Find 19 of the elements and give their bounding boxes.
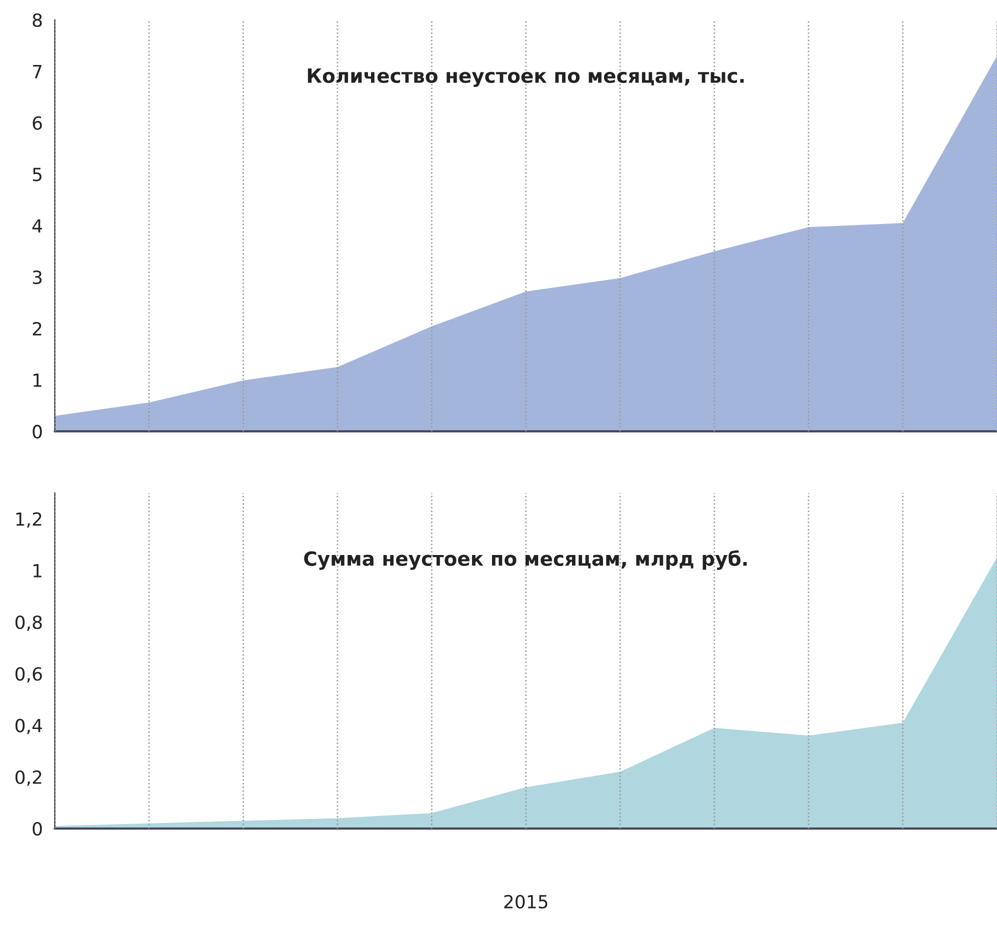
- y-tick-label: 4: [32, 219, 42, 232]
- y-tick-label: 0: [32, 822, 42, 836]
- y-tick-label: 5: [32, 168, 42, 182]
- y-tick-label: 3: [32, 270, 42, 284]
- y-tick-label: 2: [32, 322, 42, 336]
- y-tick-label: 0,8: [16, 615, 42, 631]
- y-tick-label: 0,2: [16, 770, 42, 786]
- y-tick-label: 0,4: [16, 718, 42, 734]
- text: Сумма неустоек по месяцам, млрд руб.: [304, 550, 747, 570]
- y-tick-label: 7: [33, 65, 42, 78]
- y-tick-label: 6: [32, 116, 42, 130]
- x-axis-title: 2015: [504, 894, 548, 908]
- y-tick-label: 0: [32, 424, 42, 438]
- text: Количество неустоек по месяцам, тыс.: [308, 68, 744, 87]
- y-tick-label: 0,6: [16, 667, 42, 683]
- y-tick-label: 1: [34, 374, 42, 387]
- y-tick-label: 8: [32, 13, 42, 28]
- y-tick-label: 1: [34, 564, 42, 578]
- y-tick-label: 1,2: [16, 512, 42, 528]
